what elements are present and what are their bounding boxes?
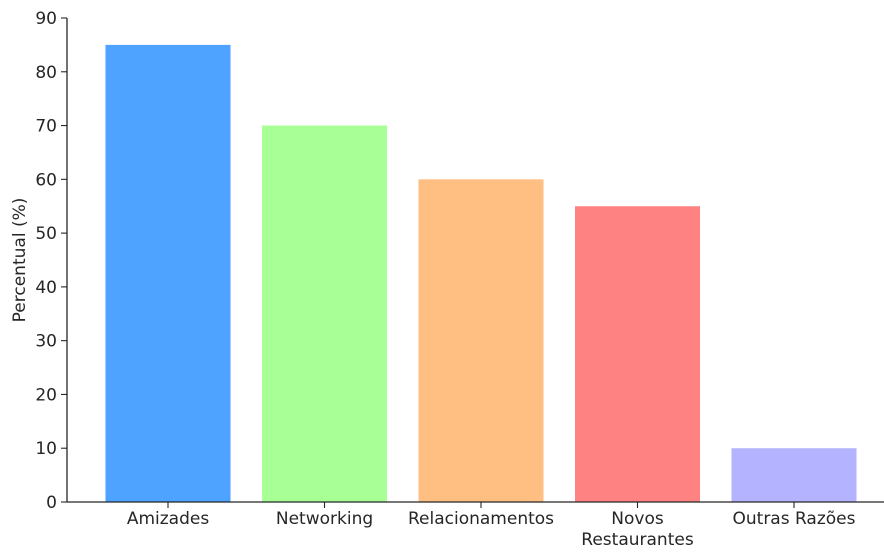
x-tick-label: Relacionamentos: [408, 509, 554, 529]
y-tick-label: 60: [35, 170, 57, 190]
y-tick-label: 30: [35, 332, 57, 352]
x-tick-label-line: Restaurantes: [581, 530, 694, 549]
x-tick-label: Amizades: [127, 509, 210, 529]
y-tick-label: 50: [35, 224, 57, 244]
y-tick-label: 70: [35, 117, 57, 137]
y-tick-label: 10: [35, 439, 57, 459]
x-tick-label-line: Amizades: [127, 509, 210, 529]
x-tick-label: Networking: [276, 509, 373, 529]
bars-group: [105, 44, 857, 503]
x-tick-label: Outras Razões: [733, 509, 856, 529]
x-tick-label-line: Novos: [611, 509, 664, 529]
y-tick-label: 90: [35, 9, 57, 29]
bar-0: [105, 44, 231, 503]
y-tick-label: 20: [35, 385, 57, 405]
bar-3: [575, 206, 700, 502]
x-tick-label-line: Relacionamentos: [408, 509, 554, 529]
y-tick-label: 80: [35, 63, 57, 83]
y-tick-label: 0: [46, 493, 57, 513]
y-axis-title: Percentual (%): [10, 198, 30, 323]
x-axis: Amizades Networking Relacionamentos Novos Re…: [67, 501, 884, 550]
bar-2: [418, 179, 544, 503]
x-tick-label: Novos Restaurantes: [581, 509, 694, 549]
y-axis: 0 10 20 30 40 50 60 70 80 90: [35, 9, 68, 513]
x-tick-label-line: Outras Razões: [733, 509, 856, 529]
x-tick-label-line: Networking: [276, 509, 373, 529]
y-tick-label: 40: [35, 278, 57, 298]
bar-1: [262, 125, 387, 503]
bar-4: [731, 448, 857, 502]
